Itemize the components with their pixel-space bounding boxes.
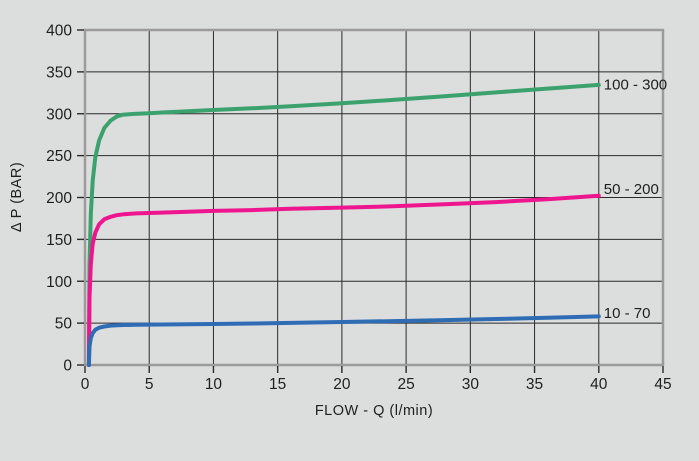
series-curve	[86, 193, 601, 367]
y-tick-label: 150	[46, 232, 72, 249]
plot-border	[83, 28, 665, 367]
x-tick-label: 30	[462, 376, 480, 393]
x-tick-label: 15	[269, 376, 286, 393]
x-tick-label: 10	[205, 376, 223, 393]
y-tick-label: 0	[63, 358, 72, 375]
y-tick-label: 350	[46, 64, 72, 81]
series-label: 10 - 70	[604, 305, 651, 322]
series-label: 50 - 200	[604, 181, 659, 198]
x-tick-label: 20	[333, 376, 351, 393]
y-tick-label: 200	[46, 190, 72, 207]
series-label: 100 - 300	[604, 76, 667, 93]
x-axis-title: FLOW - Q (l/min)	[314, 403, 434, 419]
x-tick-label: 5	[145, 376, 154, 393]
y-axis-title: Δ P (BAR)	[9, 161, 25, 233]
y-tick-label: 100	[46, 274, 72, 291]
x-tick-label: 40	[590, 376, 608, 393]
x-tick-label: 0	[81, 376, 90, 393]
series-curve	[86, 82, 601, 367]
y-tick-label: 300	[46, 106, 72, 123]
x-tick-label: 45	[654, 376, 671, 393]
y-tick-label: 250	[46, 148, 72, 165]
y-tick-label: 50	[55, 316, 73, 333]
series-curve	[86, 314, 601, 367]
y-tick-label: 400	[46, 23, 72, 40]
x-tick-label: 25	[397, 376, 414, 393]
x-tick-label: 35	[526, 376, 543, 393]
